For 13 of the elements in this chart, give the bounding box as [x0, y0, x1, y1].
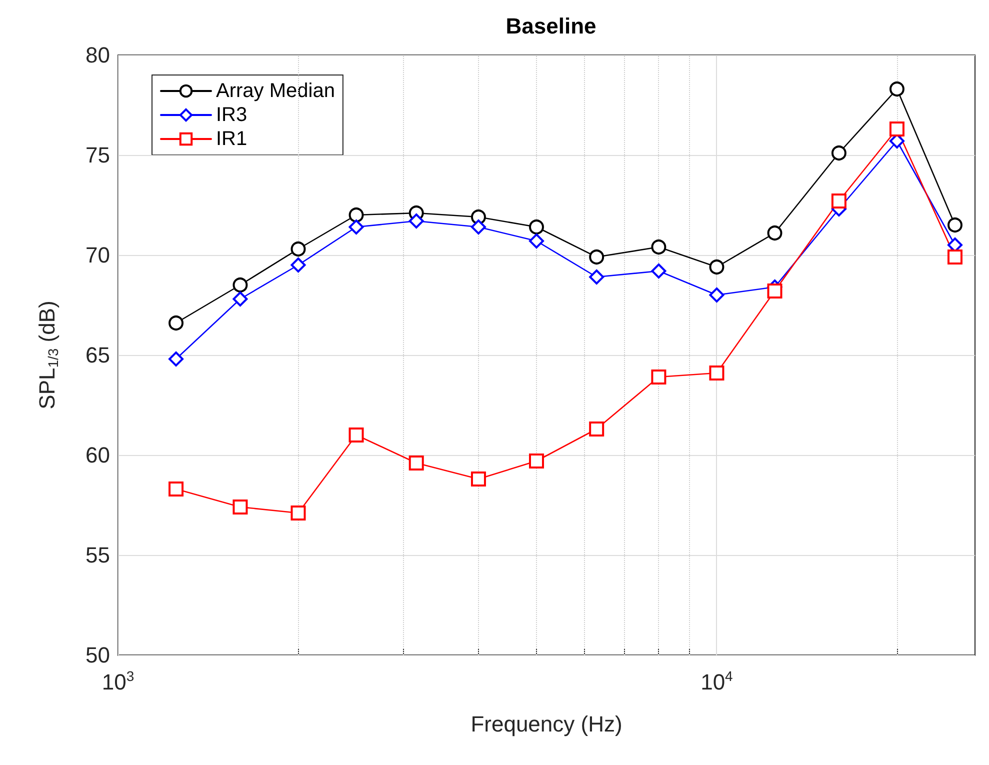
- y-tick-label: 70: [86, 242, 110, 268]
- y-tick-label: 60: [86, 442, 110, 468]
- y-axis-title: SPL1/3 (dB): [34, 300, 61, 410]
- legend-label: IR1: [216, 128, 248, 150]
- y-tick-label: 55: [86, 542, 110, 568]
- legend-label: Array Median: [216, 80, 335, 102]
- y-tick-label: 75: [86, 142, 110, 168]
- y-tick-label: 50: [86, 642, 110, 668]
- y-tick-label: 80: [86, 42, 110, 68]
- x-axis-title: Frequency (Hz): [470, 712, 622, 736]
- y-tick-label: 65: [86, 342, 110, 368]
- legend-label: IR3: [216, 104, 248, 126]
- chart-title: Baseline: [506, 14, 596, 38]
